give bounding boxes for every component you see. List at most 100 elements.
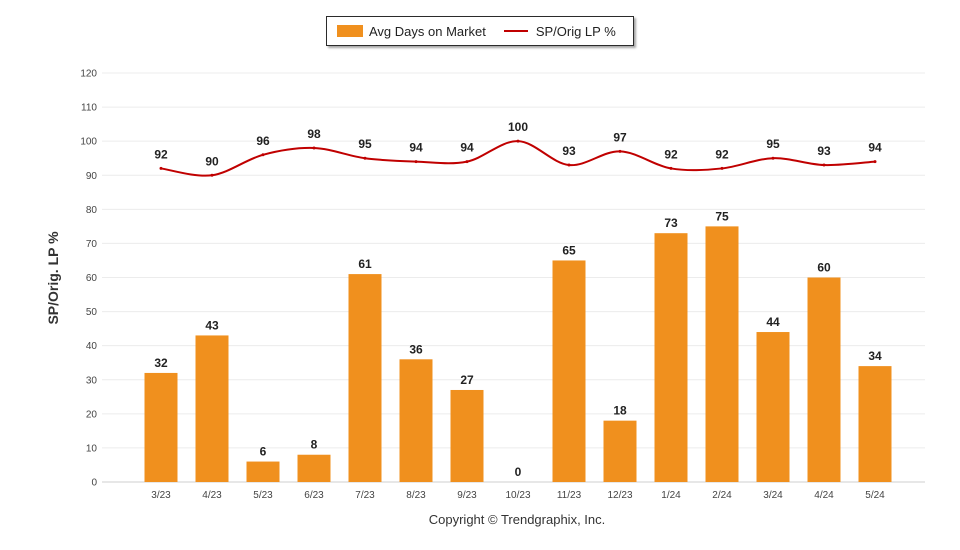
x-tick-label: 10/23 (505, 490, 530, 501)
bar (297, 454, 331, 482)
x-tick-label: 11/23 (557, 490, 582, 501)
x-tick-label: 2/24 (712, 490, 732, 501)
bar (807, 277, 841, 482)
y-tick-label: 90 (86, 171, 98, 182)
bar-value-label: 27 (460, 373, 474, 387)
line-value-label: 94 (460, 141, 474, 155)
x-tick-label: 1/24 (661, 490, 681, 501)
x-tick-label: 7/23 (355, 490, 375, 501)
x-tick-label: 5/23 (253, 490, 273, 501)
line-point (261, 153, 265, 157)
line-value-label: 97 (613, 130, 627, 144)
y-tick-label: 10 (86, 443, 98, 454)
x-tick-label: 3/23 (151, 490, 171, 501)
line-value-label: 94 (409, 141, 423, 155)
line-value-label: 92 (664, 147, 678, 161)
bar (348, 274, 382, 482)
line-point (465, 160, 469, 164)
x-tick-label: 8/23 (406, 490, 426, 501)
bar-value-label: 44 (766, 315, 780, 329)
x-axis-ticks: 3/23 4/23 5/23 6/23 7/23 8/23 9/23 10/23 11/23 12… (151, 490, 885, 501)
data-labels: 32 43 6 8 61 36 27 0 65 18 73 75 44 60 34 92 90 96 98 95 94 9… (154, 120, 882, 479)
line-point (363, 156, 367, 160)
y-axis-label: SP/Orig. LP % (45, 231, 61, 325)
line-point (720, 166, 724, 170)
bar-value-label: 32 (154, 356, 168, 370)
line-point (873, 160, 877, 164)
x-tick-label: 4/23 (202, 490, 222, 501)
line-value-label: 95 (766, 137, 780, 151)
bar-value-label: 65 (562, 243, 576, 257)
bar (399, 359, 433, 482)
legend-line-label: SP/Orig LP % (535, 23, 616, 39)
bar-value-label: 6 (260, 445, 267, 459)
y-tick-label: 40 (86, 341, 98, 352)
line-point (669, 166, 673, 170)
line-point (159, 166, 163, 170)
bar-value-label: 60 (817, 261, 831, 275)
line-value-label: 93 (817, 144, 831, 158)
y-tick-label: 50 (86, 307, 98, 318)
bar-value-label: 61 (358, 257, 372, 271)
line-point (414, 160, 418, 164)
x-tick-label: 6/23 (304, 490, 324, 501)
line-value-label: 92 (715, 147, 729, 161)
line-value-label: 93 (562, 144, 576, 158)
y-tick-label: 60 (86, 273, 98, 284)
x-tick-label: 12/23 (607, 490, 632, 501)
grid-lines (102, 72, 925, 483)
line-value-label: 92 (154, 147, 168, 161)
line-point (312, 146, 316, 150)
line-point (210, 173, 214, 177)
x-tick-label: 3/24 (763, 490, 783, 501)
bar-value-label: 43 (205, 318, 219, 332)
bar-value-label: 36 (409, 342, 423, 356)
line-value-label: 96 (256, 134, 270, 148)
x-tick-label: 9/23 (457, 490, 477, 501)
y-tick-label: 110 (81, 103, 97, 114)
line-value-label: 94 (868, 141, 882, 155)
bar (858, 366, 892, 482)
bar (603, 420, 637, 482)
bar (552, 260, 586, 482)
bar (756, 332, 790, 482)
line-point (618, 149, 622, 153)
line-value-label: 100 (508, 120, 528, 134)
line-point (516, 139, 520, 143)
y-tick-label: 120 (80, 69, 97, 80)
y-tick-label: 30 (86, 375, 98, 386)
copyright: Copyright © Trendgraphix, Inc. (428, 512, 606, 527)
bar-value-label: 34 (868, 349, 882, 363)
bar (246, 461, 280, 482)
legend-item-bar[interactable]: Avg Days on Market (327, 24, 486, 39)
legend-bar-label: Avg Days on Market (369, 23, 486, 39)
bar (705, 226, 739, 482)
legend: Avg Days on Market SP/Orig LP % (326, 16, 634, 46)
line-point (771, 156, 775, 160)
y-tick-label: 80 (86, 205, 98, 216)
bar (450, 389, 484, 482)
line-value-label: 90 (205, 154, 219, 168)
y-tick-label: 20 (86, 409, 98, 420)
legend-bar-swatch (337, 25, 363, 37)
y-tick-label: 0 (91, 478, 97, 489)
line-series (159, 139, 877, 177)
bar (195, 335, 229, 482)
legend-line-swatch (503, 30, 528, 32)
bar-value-label: 0 (515, 465, 522, 479)
legend-item-line[interactable]: SP/Orig LP % (486, 24, 616, 39)
bar-series (144, 226, 892, 482)
x-tick-label: 5/24 (865, 490, 885, 501)
y-tick-label: 100 (80, 137, 97, 148)
bar-value-label: 18 (613, 404, 627, 418)
y-axis-ticks: 0 10 20 30 40 50 60 70 80 90 100 110 120 (80, 69, 97, 489)
y-tick-label: 70 (86, 239, 98, 250)
line-point (822, 163, 826, 167)
line-value-label: 95 (358, 137, 372, 151)
x-tick-label: 4/24 (814, 490, 834, 501)
bar (654, 233, 688, 482)
bar-value-label: 8 (311, 438, 318, 452)
line-point (567, 163, 571, 167)
